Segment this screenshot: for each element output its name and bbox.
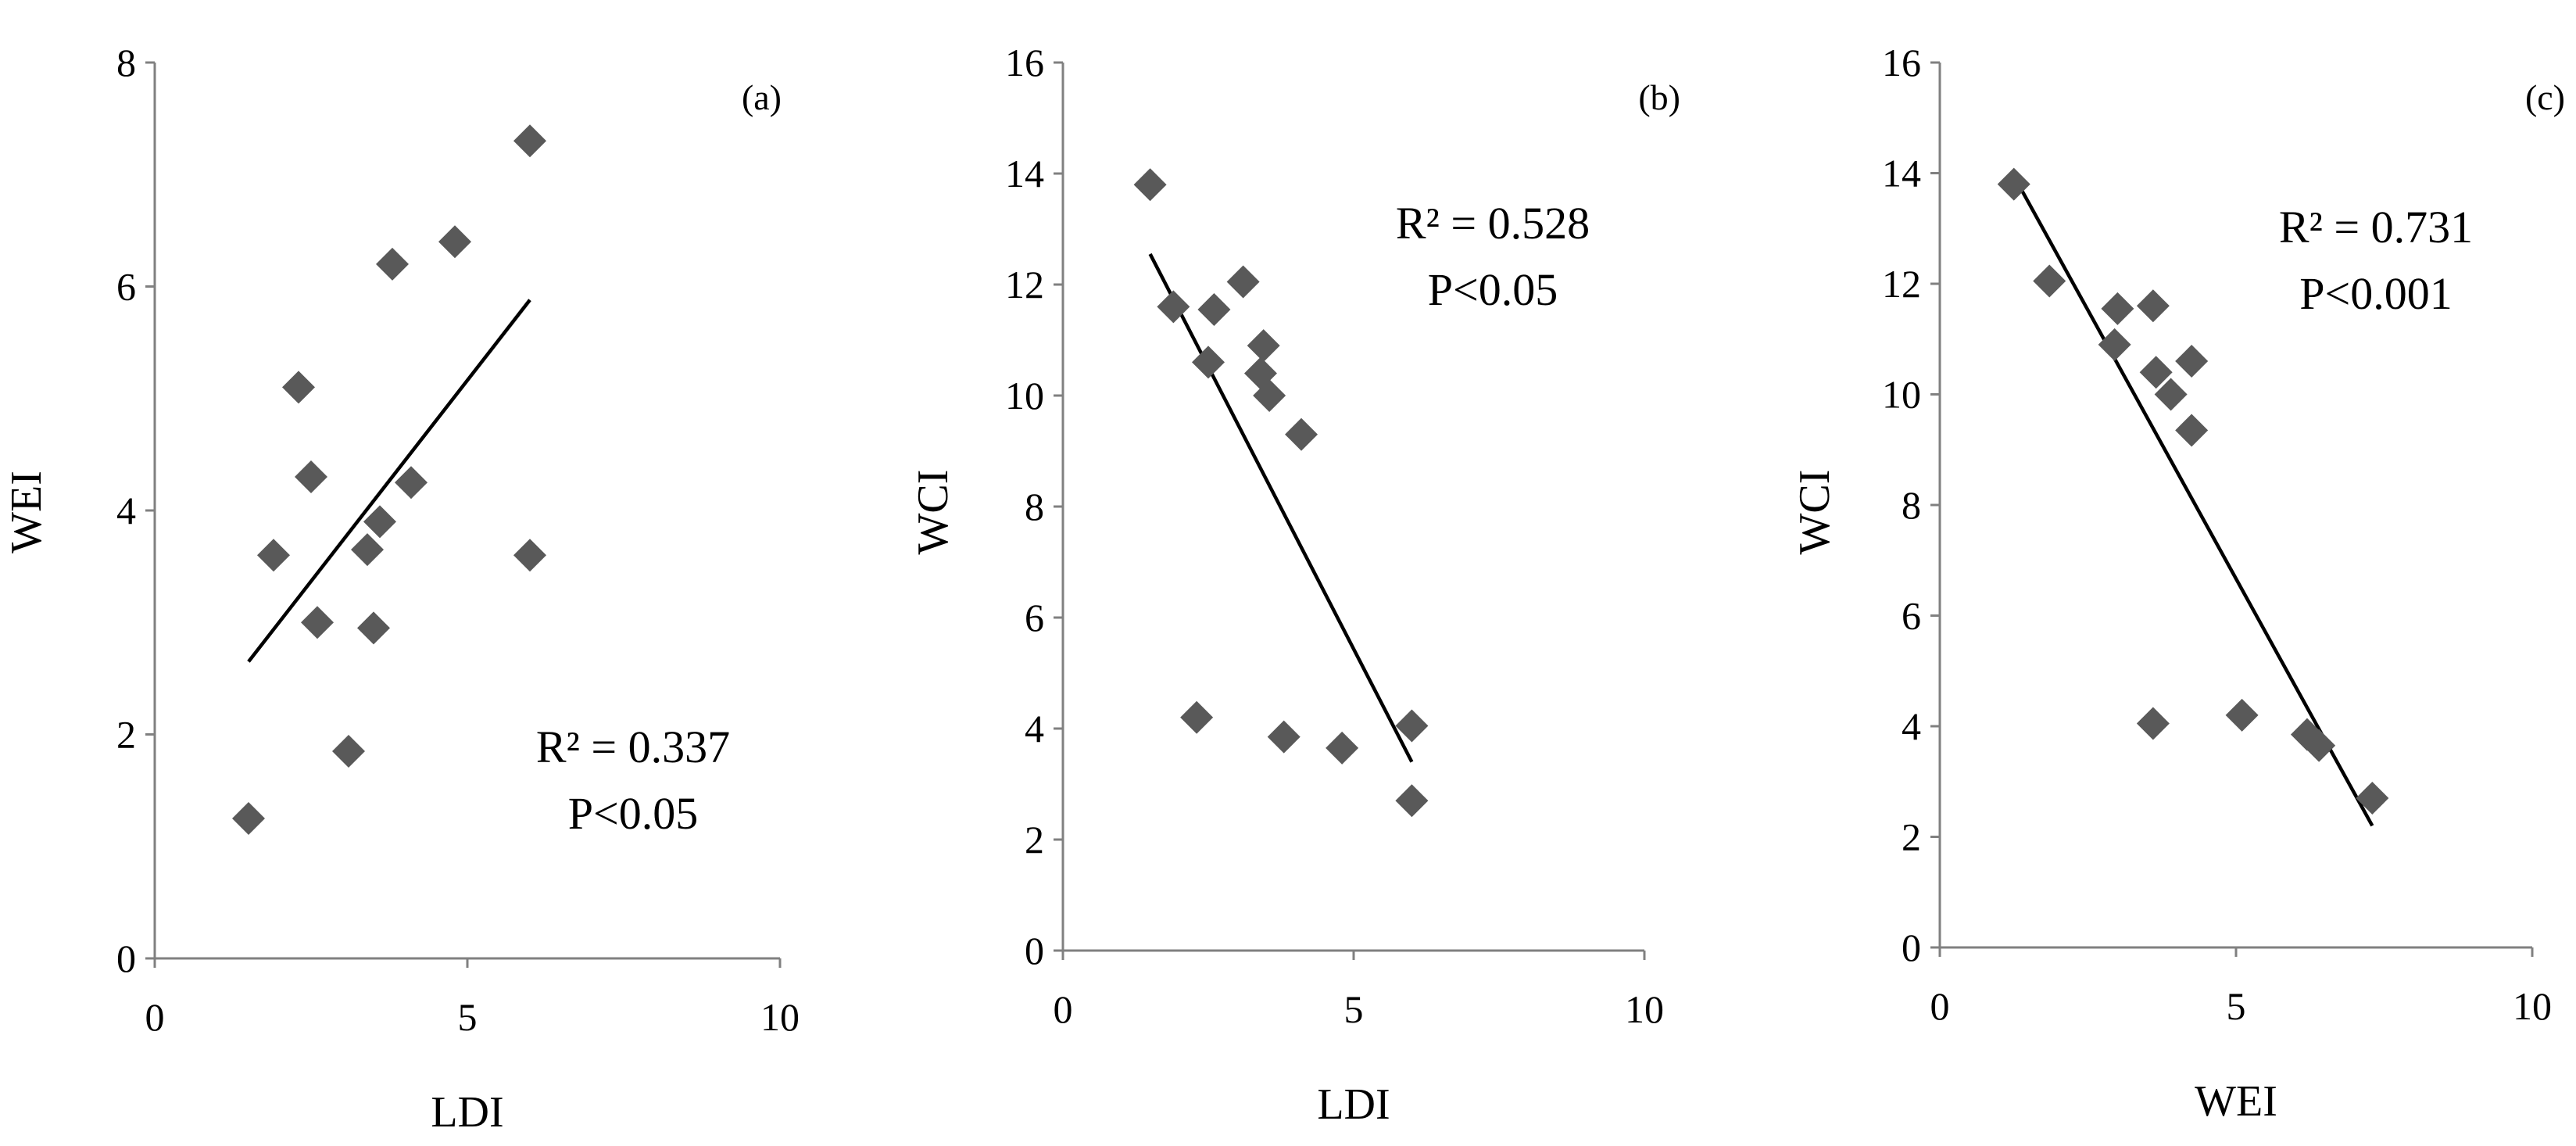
- data-point: [2302, 729, 2336, 762]
- data-point: [2098, 328, 2131, 361]
- data-point: [376, 247, 409, 281]
- data-point: [1395, 784, 1429, 818]
- data-point: [2139, 356, 2173, 389]
- data-point: [332, 734, 365, 768]
- y-tick-label: 0: [1025, 929, 1044, 972]
- data-point: [357, 611, 390, 645]
- y-tick-label: 6: [1902, 594, 1921, 638]
- x-tick-label: 0: [1054, 987, 1073, 1031]
- data-point: [513, 539, 546, 572]
- data-point: [1226, 265, 1260, 299]
- panel-label: (c): [2525, 77, 2565, 117]
- data-point: [2101, 292, 2134, 325]
- p-value-label: P<0.05: [568, 788, 698, 839]
- p-value-label: P<0.05: [1428, 264, 1558, 315]
- y-tick-label: 2: [1902, 815, 1921, 859]
- x-axis-title: LDI: [431, 1088, 503, 1137]
- data-point: [1247, 329, 1280, 363]
- trendline: [1148, 252, 1414, 763]
- data-point: [513, 124, 546, 158]
- panel-label: (b): [1638, 77, 1680, 117]
- y-tick-label: 14: [1005, 152, 1044, 195]
- data-point: [2033, 264, 2066, 298]
- p-value-label: P<0.001: [2299, 268, 2452, 319]
- data-point: [1285, 417, 1318, 451]
- y-tick-label: 0: [1902, 926, 1921, 969]
- x-tick-label: 0: [1930, 984, 1950, 1028]
- x-tick-label: 0: [145, 995, 165, 1039]
- data-point: [438, 225, 471, 259]
- x-tick-label: 5: [2227, 984, 2246, 1028]
- data-point: [1192, 346, 1225, 379]
- data-point: [395, 466, 428, 500]
- chart-panel-2: 0 2 4 6 8 10 12 14 16 0 5 10 LDI WCI (b) R² = 0.528 P<0.…: [909, 41, 1680, 1129]
- data-point: [1395, 709, 1429, 743]
- y-tick-label: 6: [1025, 596, 1044, 639]
- r-squared-label: R² = 0.528: [1396, 198, 1590, 249]
- data-point: [257, 539, 290, 572]
- y-tick-label: 8: [1902, 483, 1921, 527]
- y-tick-label: 16: [1882, 41, 1921, 84]
- y-tick-label: 2: [116, 713, 136, 757]
- y-axis-title: WCI: [1791, 470, 1839, 555]
- data-point: [232, 801, 265, 835]
- data-point: [2225, 698, 2259, 732]
- data-point: [1997, 167, 2030, 201]
- data-point: [282, 371, 315, 404]
- data-point: [1180, 700, 1214, 734]
- data-point: [1133, 168, 1167, 202]
- y-tick-label: 4: [116, 489, 136, 532]
- r-squared-label: R² = 0.337: [536, 722, 730, 772]
- y-axis-title: WEI: [2, 471, 51, 553]
- y-tick-label: 16: [1005, 41, 1044, 84]
- x-tick-label: 5: [458, 995, 478, 1039]
- data-point: [1253, 379, 1286, 412]
- x-axis-title: LDI: [1317, 1080, 1390, 1129]
- data-point: [1326, 731, 1359, 765]
- chart-panel-3: 0 2 4 6 8 10 12 14 16 0 5 10 WEI WCI (c) R² = 0.731 P<0.…: [1791, 41, 2565, 1126]
- y-tick-label: 12: [1005, 263, 1044, 306]
- r-squared-label: R² = 0.731: [2279, 202, 2473, 252]
- x-tick-label: 10: [2513, 984, 2552, 1028]
- data-point: [1197, 292, 1231, 326]
- data-point: [295, 460, 327, 494]
- trendline: [2012, 174, 2374, 827]
- data-point: [2356, 781, 2389, 815]
- y-tick-label: 4: [1025, 707, 1044, 750]
- y-tick-label: 6: [116, 265, 136, 309]
- y-tick-label: 10: [1882, 373, 1921, 417]
- data-point: [351, 533, 384, 567]
- y-tick-label: 14: [1882, 152, 1921, 195]
- x-tick-label: 10: [1625, 987, 1664, 1031]
- y-tick-label: 8: [116, 41, 136, 84]
- data-point: [2175, 345, 2209, 378]
- data-point: [2154, 378, 2188, 411]
- data-point: [2175, 414, 2209, 447]
- data-point: [1267, 720, 1301, 754]
- y-tick-label: 8: [1025, 485, 1044, 528]
- data-point: [2136, 707, 2170, 740]
- x-axis-title: WEI: [2195, 1077, 2277, 1126]
- data-point: [1157, 290, 1190, 324]
- data-point: [363, 505, 396, 539]
- data-point: [301, 606, 334, 639]
- panel-label: (a): [742, 77, 782, 117]
- y-axis-title: WCI: [909, 470, 957, 555]
- x-tick-label: 10: [760, 995, 800, 1039]
- y-tick-label: 0: [116, 936, 136, 980]
- y-tick-label: 4: [1902, 704, 1921, 748]
- trendline: [247, 299, 531, 663]
- chart-panel-1: 0 2 4 6 8 0 5 10 LDI WEI (a) R² = 0.337 P<0.05: [2, 41, 800, 1137]
- y-tick-label: 2: [1025, 818, 1044, 861]
- y-tick-label: 12: [1882, 262, 1921, 306]
- x-tick-label: 5: [1344, 987, 1364, 1031]
- data-point: [2136, 289, 2170, 323]
- y-tick-label: 10: [1005, 374, 1044, 417]
